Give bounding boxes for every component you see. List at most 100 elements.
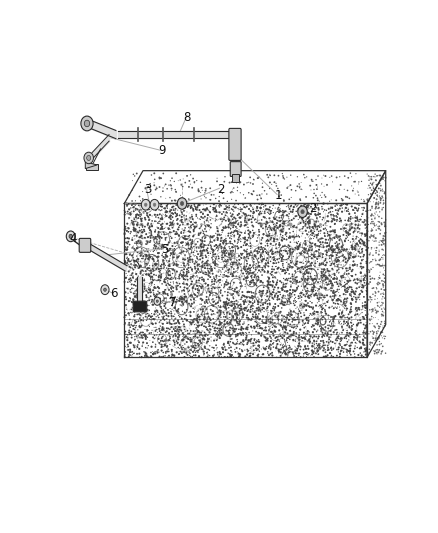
- Point: [380, 232, 387, 240]
- Point: [326, 230, 333, 239]
- Point: [362, 221, 369, 229]
- Point: [138, 247, 145, 256]
- Point: [191, 272, 198, 280]
- Point: [322, 256, 329, 264]
- Point: [356, 290, 363, 299]
- Point: [231, 219, 238, 227]
- Point: [266, 214, 273, 223]
- Point: [333, 287, 340, 296]
- Point: [263, 219, 270, 227]
- Point: [219, 253, 226, 262]
- Point: [156, 330, 163, 338]
- Point: [275, 263, 282, 272]
- Point: [286, 232, 293, 240]
- Point: [199, 237, 206, 246]
- Point: [377, 230, 384, 238]
- Point: [308, 176, 315, 185]
- Point: [201, 313, 208, 321]
- Point: [141, 250, 148, 259]
- Point: [283, 342, 290, 351]
- Point: [132, 227, 139, 235]
- Point: [344, 349, 351, 357]
- Point: [283, 326, 290, 334]
- Point: [189, 244, 196, 252]
- Point: [240, 241, 247, 249]
- Point: [300, 269, 307, 278]
- Point: [180, 335, 187, 343]
- Point: [271, 223, 278, 231]
- Point: [182, 251, 189, 260]
- Point: [201, 342, 208, 351]
- Point: [209, 255, 216, 264]
- Point: [276, 213, 283, 222]
- Point: [310, 287, 317, 295]
- Point: [250, 304, 257, 313]
- Point: [192, 291, 199, 300]
- Point: [180, 271, 187, 279]
- Point: [369, 274, 376, 282]
- Point: [297, 266, 304, 274]
- Point: [178, 229, 185, 237]
- Point: [191, 179, 198, 187]
- Point: [370, 223, 377, 232]
- Point: [122, 258, 129, 266]
- Point: [297, 240, 304, 249]
- Point: [253, 306, 260, 314]
- Point: [155, 348, 162, 357]
- Point: [165, 261, 172, 270]
- Point: [161, 263, 168, 271]
- Point: [172, 274, 179, 283]
- Point: [221, 303, 228, 311]
- Point: [223, 280, 230, 289]
- Point: [162, 230, 169, 239]
- Point: [160, 242, 167, 251]
- Point: [199, 210, 206, 219]
- Point: [193, 324, 200, 332]
- Point: [357, 317, 364, 325]
- Point: [365, 220, 372, 229]
- Point: [333, 296, 340, 304]
- Point: [236, 273, 243, 282]
- Point: [220, 302, 227, 311]
- Point: [237, 222, 244, 231]
- Point: [343, 264, 350, 273]
- Point: [327, 333, 334, 342]
- Point: [130, 203, 137, 212]
- Point: [195, 244, 202, 252]
- Point: [345, 319, 352, 327]
- Point: [352, 252, 359, 261]
- Point: [240, 233, 247, 242]
- Point: [221, 244, 228, 253]
- Point: [128, 216, 135, 225]
- Point: [132, 213, 139, 222]
- Point: [127, 285, 134, 294]
- Point: [240, 249, 247, 258]
- Point: [143, 208, 150, 217]
- Point: [287, 281, 294, 289]
- Point: [268, 328, 275, 336]
- Point: [206, 346, 213, 354]
- Point: [364, 278, 371, 287]
- Point: [313, 317, 320, 326]
- Point: [259, 248, 266, 256]
- Point: [278, 214, 285, 222]
- Point: [328, 214, 336, 223]
- Point: [158, 261, 165, 269]
- Point: [325, 296, 332, 304]
- Point: [360, 274, 367, 283]
- Point: [218, 243, 225, 251]
- Point: [343, 266, 350, 275]
- Point: [250, 288, 257, 297]
- Point: [233, 309, 240, 317]
- Point: [170, 306, 177, 315]
- Point: [209, 232, 216, 241]
- Point: [299, 224, 306, 233]
- Point: [227, 250, 234, 259]
- Point: [190, 348, 197, 356]
- Point: [237, 213, 244, 222]
- Point: [313, 291, 320, 300]
- Point: [223, 278, 230, 286]
- Point: [147, 286, 154, 295]
- Point: [122, 308, 129, 317]
- Point: [212, 204, 219, 213]
